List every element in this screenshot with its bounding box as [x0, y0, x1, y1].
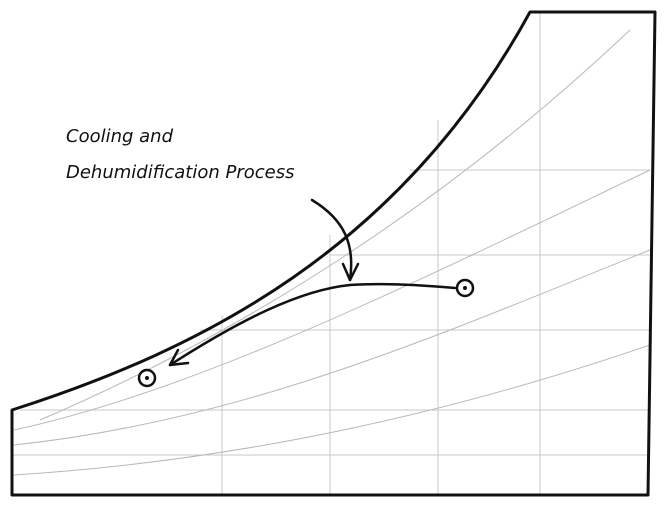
rh-curve: [13, 169, 651, 431]
end-point-dot: [145, 376, 149, 380]
start-point-dot: [463, 286, 467, 290]
rh-curve: [13, 249, 651, 446]
humidity-curves: [13, 29, 651, 476]
rh-curve: [39, 29, 631, 421]
grid: [12, 12, 650, 495]
start-point: [455, 278, 475, 298]
chart-outline: [10, 10, 657, 497]
end-point: [137, 368, 157, 388]
annotation-line: Dehumidification Process: [66, 162, 294, 183]
process-line: [168, 282, 457, 367]
annotation-arrowhead: [341, 262, 360, 282]
rh-curve: [13, 344, 651, 476]
annotation-arrow: [310, 198, 353, 282]
process-arrowhead: [168, 348, 190, 367]
annotation-line: Cooling and: [66, 126, 174, 147]
